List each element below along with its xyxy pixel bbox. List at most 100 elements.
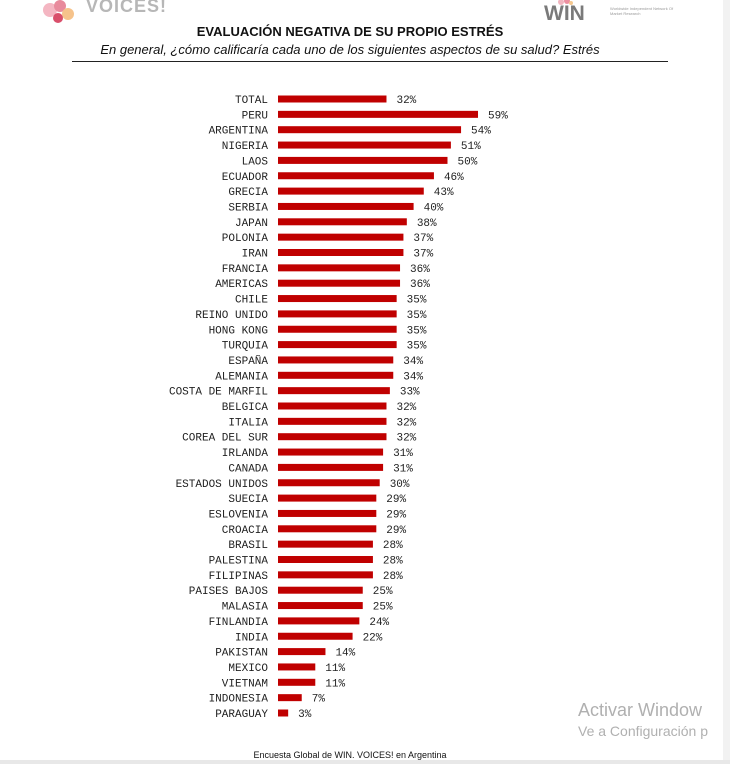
value-label: 37%	[413, 249, 433, 261]
category-label: HONG KONG	[209, 325, 268, 337]
category-label: PAKISTAN	[215, 648, 268, 660]
bar	[278, 678, 316, 686]
category-label: ALEMANIA	[215, 371, 268, 383]
category-label: BRASIL	[228, 540, 268, 552]
category-label: CHILE	[235, 295, 268, 307]
value-label: 32%	[396, 433, 416, 445]
value-label: 34%	[403, 371, 423, 383]
value-label: 29%	[386, 494, 406, 506]
bar	[278, 617, 360, 625]
category-label: LAOS	[242, 156, 269, 168]
bar	[278, 448, 384, 456]
bar	[278, 279, 401, 287]
category-label: JAPAN	[235, 218, 268, 230]
bar	[278, 202, 414, 210]
bar	[278, 556, 373, 563]
bar	[278, 571, 373, 579]
category-label: ESPAÑA	[228, 355, 268, 368]
value-label: 25%	[373, 602, 393, 614]
bar	[278, 325, 397, 333]
bar	[278, 433, 387, 441]
value-label: 36%	[410, 279, 430, 291]
category-label: REINO UNIDO	[195, 310, 268, 322]
value-label: 3%	[298, 709, 312, 721]
bar	[278, 264, 401, 272]
bar	[278, 540, 373, 548]
chart-subtitle: En general, ¿cómo calificaría cada uno d…	[100, 42, 600, 57]
win-logo-text: WIN	[544, 2, 585, 25]
bar	[278, 249, 404, 256]
value-label: 46%	[444, 172, 464, 184]
value-label: 22%	[363, 632, 383, 644]
bar	[278, 663, 316, 671]
category-label: VIETNAM	[222, 678, 268, 690]
category-label: ITALIA	[228, 417, 268, 429]
bar	[278, 95, 387, 103]
value-label: 35%	[407, 295, 427, 307]
value-label: 38%	[417, 218, 437, 230]
bar	[278, 648, 326, 656]
bar	[278, 709, 289, 717]
bar	[278, 341, 397, 349]
category-label: FINLANDIA	[209, 617, 269, 629]
win-logo: WIN Worldwide Independent Network Of Mar…	[538, 0, 678, 28]
value-label: 32%	[396, 402, 416, 414]
value-label: 11%	[325, 663, 345, 675]
value-label: 28%	[383, 556, 403, 568]
footer-source: Encuesta Global de WIN. VOICES! en Argen…	[253, 750, 447, 760]
value-label: 34%	[403, 356, 423, 368]
bar	[278, 602, 363, 610]
bar	[278, 156, 448, 164]
voices-flower-icon	[43, 0, 74, 23]
bar	[278, 172, 434, 180]
watermark-line-1: Activar Window	[578, 700, 703, 720]
category-label: PERU	[242, 110, 268, 122]
value-label: 11%	[325, 678, 345, 690]
category-label: GRECIA	[228, 187, 268, 199]
bar	[278, 356, 394, 364]
value-label: 43%	[434, 187, 454, 199]
value-label: 35%	[407, 341, 427, 353]
win-flower-icon	[558, 0, 573, 5]
category-label: CROACIA	[222, 525, 269, 537]
bar	[278, 402, 387, 410]
window-edge-right	[723, 0, 730, 764]
bar	[278, 141, 451, 149]
category-label: COREA DEL SUR	[182, 433, 268, 445]
voices-logo: VOICES!	[38, 0, 166, 26]
chart-title: EVALUACIÓN NEGATIVA DE SU PROPIO ESTRÉS	[196, 24, 504, 39]
bar	[278, 479, 380, 487]
value-label: 7%	[312, 694, 326, 706]
activation-watermark: Activar Window Ve a Configuración p	[578, 700, 708, 739]
category-label: IRAN	[242, 249, 268, 261]
category-label: NIGERIA	[222, 141, 269, 153]
category-label: BELGICA	[222, 402, 269, 414]
window-edge-bottom	[0, 760, 730, 764]
category-label: ARGENTINA	[209, 126, 269, 138]
category-label: MEXICO	[228, 663, 268, 675]
category-label: INDONESIA	[209, 694, 269, 706]
category-label: ESTADOS UNIDOS	[176, 479, 269, 491]
category-label: IRLANDA	[222, 448, 269, 460]
value-label: 32%	[396, 95, 416, 107]
category-label: PARAGUAY	[215, 709, 268, 721]
category-label: INDIA	[235, 632, 268, 644]
title-divider	[72, 61, 668, 62]
category-label: MALASIA	[222, 602, 269, 614]
bar	[278, 387, 390, 395]
value-label: 29%	[386, 525, 406, 537]
category-label: AMERICAS	[215, 279, 268, 291]
value-label: 40%	[424, 202, 444, 214]
category-label: PAISES BAJOS	[189, 586, 269, 598]
value-label: 29%	[386, 509, 406, 521]
bar	[278, 525, 377, 533]
value-label: 24%	[369, 617, 389, 629]
value-label: 50%	[458, 156, 478, 168]
bar	[278, 310, 397, 318]
value-label: 31%	[393, 463, 413, 475]
category-label: PALESTINA	[209, 556, 269, 568]
bar	[278, 126, 462, 134]
bar	[278, 295, 397, 303]
category-label: FILIPINAS	[209, 571, 269, 583]
